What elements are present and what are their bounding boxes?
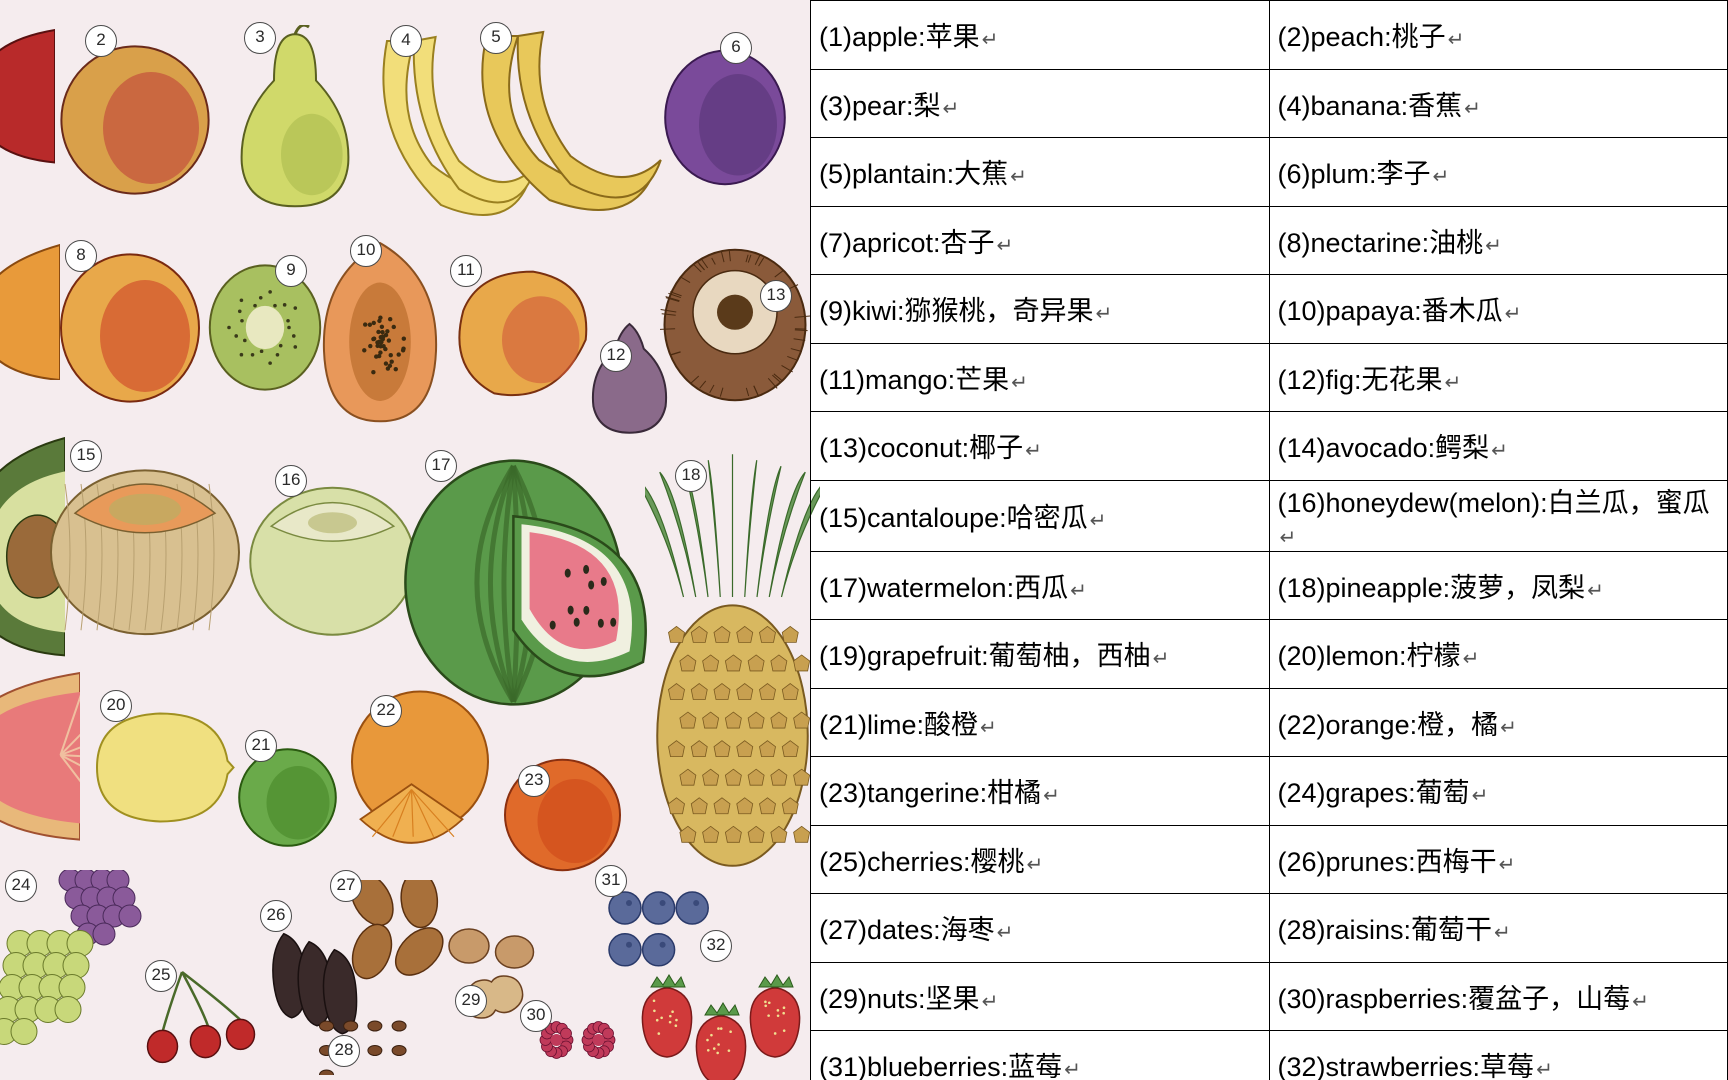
vocab-cell-6: (6)plum:李子↵	[1269, 138, 1728, 207]
table-row: (15)cantaloupe:哈密瓜↵(16)honeydew(melon):白…	[811, 480, 1728, 551]
table-row: (17)watermelon:西瓜↵(18)pineapple:菠萝，凤梨↵	[811, 551, 1728, 620]
badge-27: 27	[330, 870, 362, 902]
badge-17: 17	[425, 450, 457, 482]
badge-28: 28	[328, 1035, 360, 1067]
fruit-pineapple-icon	[645, 450, 820, 870]
vocab-cell-5: (5)plantain:大蕉↵	[811, 138, 1270, 207]
vocab-cell-29: (29)nuts:坚果↵	[811, 962, 1270, 1031]
vocab-cell-8: (8)nectarine:油桃↵	[1269, 206, 1728, 275]
vocab-table-wrap: (1)apple:苹果↵(2)peach:桃子↵(3)pear:梨↵(4)ban…	[810, 0, 1728, 1080]
vocab-cell-31: (31)blueberries:蓝莓↵	[811, 1031, 1270, 1080]
table-row: (25)cherries:樱桃↵(26)prunes:西梅干↵	[811, 825, 1728, 894]
table-row: (29)nuts:坚果↵(30)raspberries:覆盆子，山莓↵	[811, 962, 1728, 1031]
fruit-raisins-icon	[310, 1005, 420, 1075]
badge-20: 20	[100, 690, 132, 722]
badge-22: 22	[370, 695, 402, 727]
badge-8: 8	[65, 240, 97, 272]
fruit-orange-icon	[335, 688, 505, 863]
fruit-lime-icon	[235, 745, 340, 850]
table-row: (27)dates:海枣↵(28)raisins:葡萄干↵	[811, 894, 1728, 963]
table-row: (23)tangerine:柑橘↵(24)grapes:葡萄↵	[811, 757, 1728, 826]
vocab-cell-18: (18)pineapple:菠萝，凤梨↵	[1269, 551, 1728, 620]
badge-11: 11	[450, 255, 482, 287]
vocab-cell-2: (2)peach:桃子↵	[1269, 1, 1728, 70]
fruit-plum-icon	[660, 45, 790, 190]
vocab-cell-30: (30)raspberries:覆盆子，山莓↵	[1269, 962, 1728, 1031]
vocab-cell-9: (9)kiwi:猕猴桃，奇异果↵	[811, 275, 1270, 344]
badge-31: 31	[595, 865, 627, 897]
table-row: (9)kiwi:猕猴桃，奇异果↵(10)papaya:番木瓜↵	[811, 275, 1728, 344]
table-row: (21)lime:酸橙↵(22)orange:橙，橘↵	[811, 688, 1728, 757]
badge-12: 12	[600, 340, 632, 372]
badge-32: 32	[700, 930, 732, 962]
table-row: (19)grapefruit:葡萄柚，西柚↵(20)lemon:柠檬↵	[811, 620, 1728, 689]
fruit-cantaloupe-icon	[45, 445, 245, 640]
fruit-honeydew-icon	[245, 465, 420, 640]
fruit-peach-icon	[55, 40, 215, 200]
badge-26: 26	[260, 900, 292, 932]
vocab-cell-26: (26)prunes:西梅干↵	[1269, 825, 1728, 894]
badge-13: 13	[760, 280, 792, 312]
vocab-cell-10: (10)papaya:番木瓜↵	[1269, 275, 1728, 344]
vocab-cell-23: (23)tangerine:柑橘↵	[811, 757, 1270, 826]
fruit-papaya-icon	[310, 240, 450, 425]
fruit-lemon-icon	[85, 700, 235, 835]
badge-29: 29	[455, 985, 487, 1017]
badge-5: 5	[480, 22, 512, 54]
vocab-cell-21: (21)lime:酸橙↵	[811, 688, 1270, 757]
badge-25: 25	[145, 960, 177, 992]
table-row: (5)plantain:大蕉↵(6)plum:李子↵	[811, 138, 1728, 207]
vocab-cell-15: (15)cantaloupe:哈密瓜↵	[811, 480, 1270, 551]
badge-21: 21	[245, 730, 277, 762]
vocab-cell-25: (25)cherries:樱桃↵	[811, 825, 1270, 894]
fruit-kiwi-icon	[205, 260, 325, 395]
vocab-cell-22: (22)orange:橙，橘↵	[1269, 688, 1728, 757]
vocab-cell-7: (7)apricot:杏子↵	[811, 206, 1270, 275]
vocab-cell-1: (1)apple:苹果↵	[811, 1, 1270, 70]
badge-2: 2	[85, 25, 117, 57]
badge-6: 6	[720, 32, 752, 64]
vocab-cell-11: (11)mango:芒果↵	[811, 343, 1270, 412]
fruit-apricot-icon	[0, 240, 60, 380]
table-row: (1)apple:苹果↵(2)peach:桃子↵	[811, 1, 1728, 70]
badge-10: 10	[350, 235, 382, 267]
badge-18: 18	[675, 460, 707, 492]
vocab-cell-12: (12)fig:无花果↵	[1269, 343, 1728, 412]
vocab-cell-4: (4)banana:香蕉↵	[1269, 69, 1728, 138]
badge-24: 24	[5, 870, 37, 902]
vocab-table: (1)apple:苹果↵(2)peach:桃子↵(3)pear:梨↵(4)ban…	[810, 0, 1728, 1080]
vocab-cell-3: (3)pear:梨↵	[811, 69, 1270, 138]
fruit-nectarine-icon	[55, 248, 205, 408]
vocab-cell-24: (24)grapes:葡萄↵	[1269, 757, 1728, 826]
badge-9: 9	[275, 255, 307, 287]
table-row: (3)pear:梨↵(4)banana:香蕉↵	[811, 69, 1728, 138]
badge-4: 4	[390, 25, 422, 57]
vocab-cell-17: (17)watermelon:西瓜↵	[811, 551, 1270, 620]
vocab-cell-14: (14)avocado:鳄梨↵	[1269, 412, 1728, 481]
page-root: 2345689101112131516171820212223242526272…	[0, 0, 1728, 1080]
badge-15: 15	[70, 440, 102, 472]
fruit-watermelon-icon	[400, 450, 670, 715]
vocab-cell-13: (13)coconut:椰子↵	[811, 412, 1270, 481]
vocab-cell-19: (19)grapefruit:葡萄柚，西柚↵	[811, 620, 1270, 689]
table-row: (31)blueberries:蓝莓↵(32)strawberries:草莓↵	[811, 1031, 1728, 1080]
vocab-cell-32: (32)strawberries:草莓↵	[1269, 1031, 1728, 1080]
vocab-cell-27: (27)dates:海枣↵	[811, 894, 1270, 963]
table-row: (13)coconut:椰子↵(14)avocado:鳄梨↵	[811, 412, 1728, 481]
fruit-illustration-panel: 2345689101112131516171820212223242526272…	[0, 0, 810, 1080]
vocab-cell-16: (16)honeydew(melon):白兰瓜，蜜瓜↵	[1269, 480, 1728, 551]
fruit-apple-icon	[0, 20, 55, 170]
fruit-coconut-icon	[660, 245, 810, 405]
badge-30: 30	[520, 1000, 552, 1032]
fruit-grapefruit-icon	[0, 665, 80, 845]
badge-16: 16	[275, 465, 307, 497]
vocab-cell-20: (20)lemon:柠檬↵	[1269, 620, 1728, 689]
badge-3: 3	[244, 22, 276, 54]
badge-23: 23	[518, 765, 550, 797]
vocab-cell-28: (28)raisins:葡萄干↵	[1269, 894, 1728, 963]
table-row: (11)mango:芒果↵(12)fig:无花果↵	[811, 343, 1728, 412]
fruit-pear-icon	[225, 25, 365, 210]
table-row: (7)apricot:杏子↵(8)nectarine:油桃↵	[811, 206, 1728, 275]
